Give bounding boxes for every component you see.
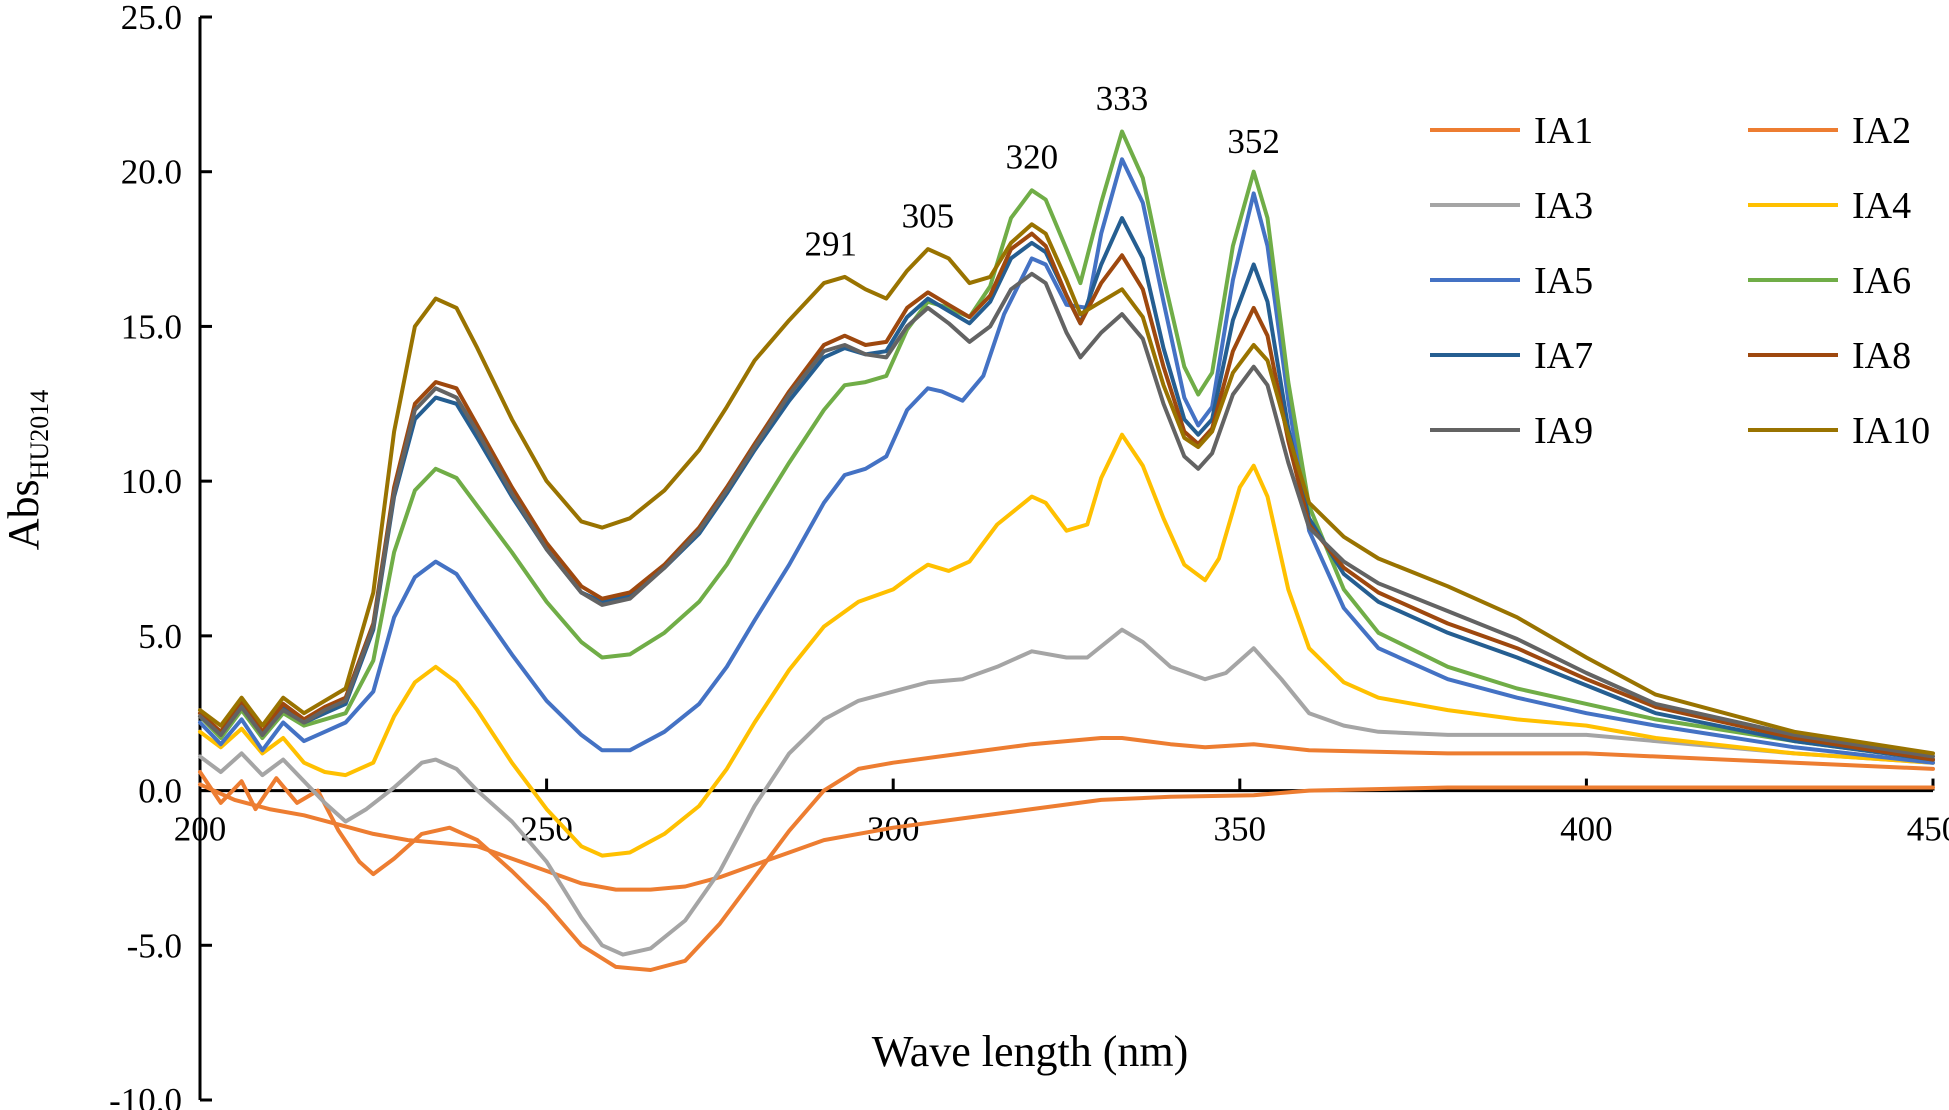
y-tick-label: -10.0 (109, 1081, 182, 1110)
peak-label: 291 (805, 224, 858, 263)
y-tick-label: 25.0 (121, 0, 182, 37)
series-line-ia5 (198, 157, 1935, 765)
y-axis-title-sub: HU2014 (25, 390, 54, 480)
legend-label: IA8 (1852, 335, 1911, 377)
peak-label: 320 (1006, 138, 1059, 177)
y-axis-title-main: Abs (0, 479, 48, 550)
legend-label: IA9 (1534, 410, 1593, 452)
x-tick-label: 350 (1214, 810, 1267, 849)
y-tick-label: 5.0 (138, 617, 182, 656)
legend-label: IA7 (1534, 335, 1593, 377)
x-tick-label: 200 (174, 810, 227, 849)
series-line-ia9 (198, 271, 1935, 759)
legend: IA1 IA2 IA3 IA4 IA5 IA6 IA7 IA8 IA9 IA10 (1430, 110, 1930, 452)
peak-label: 305 (902, 196, 955, 235)
series-line-ia2 (198, 782, 1935, 892)
legend-label: IA1 (1534, 110, 1593, 152)
y-tick-label: 15.0 (121, 307, 182, 346)
x-tick-label: 450 (1907, 810, 1949, 849)
peak-label: 352 (1227, 122, 1280, 161)
series-line-ia6 (198, 129, 1935, 762)
legend-label: IA4 (1852, 185, 1911, 227)
y-tick-label: 20.0 (121, 153, 182, 192)
legend-label: IA3 (1534, 185, 1593, 227)
legend-label: IA10 (1852, 410, 1930, 452)
y-tick-label: 10.0 (121, 462, 182, 501)
series-lines (198, 129, 1935, 972)
legend-label: IA2 (1852, 110, 1911, 152)
peak-label: 333 (1096, 79, 1149, 118)
legend-label: IA6 (1852, 260, 1911, 302)
series-line-ia3 (198, 627, 1935, 957)
y-tick-label: -5.0 (127, 926, 182, 965)
x-axis-title: Wave length (nm) (872, 1027, 1189, 1076)
peak-annotations: 291 305 320 333 352 (805, 79, 1280, 263)
series-line-ia10 (198, 222, 1935, 756)
y-axis-title: AbsHU2014 (0, 390, 54, 550)
x-tick-label: 400 (1560, 810, 1613, 849)
y-tick-label: 0.0 (138, 772, 182, 811)
legend-label: IA5 (1534, 260, 1593, 302)
series-line-ia4 (198, 432, 1935, 858)
